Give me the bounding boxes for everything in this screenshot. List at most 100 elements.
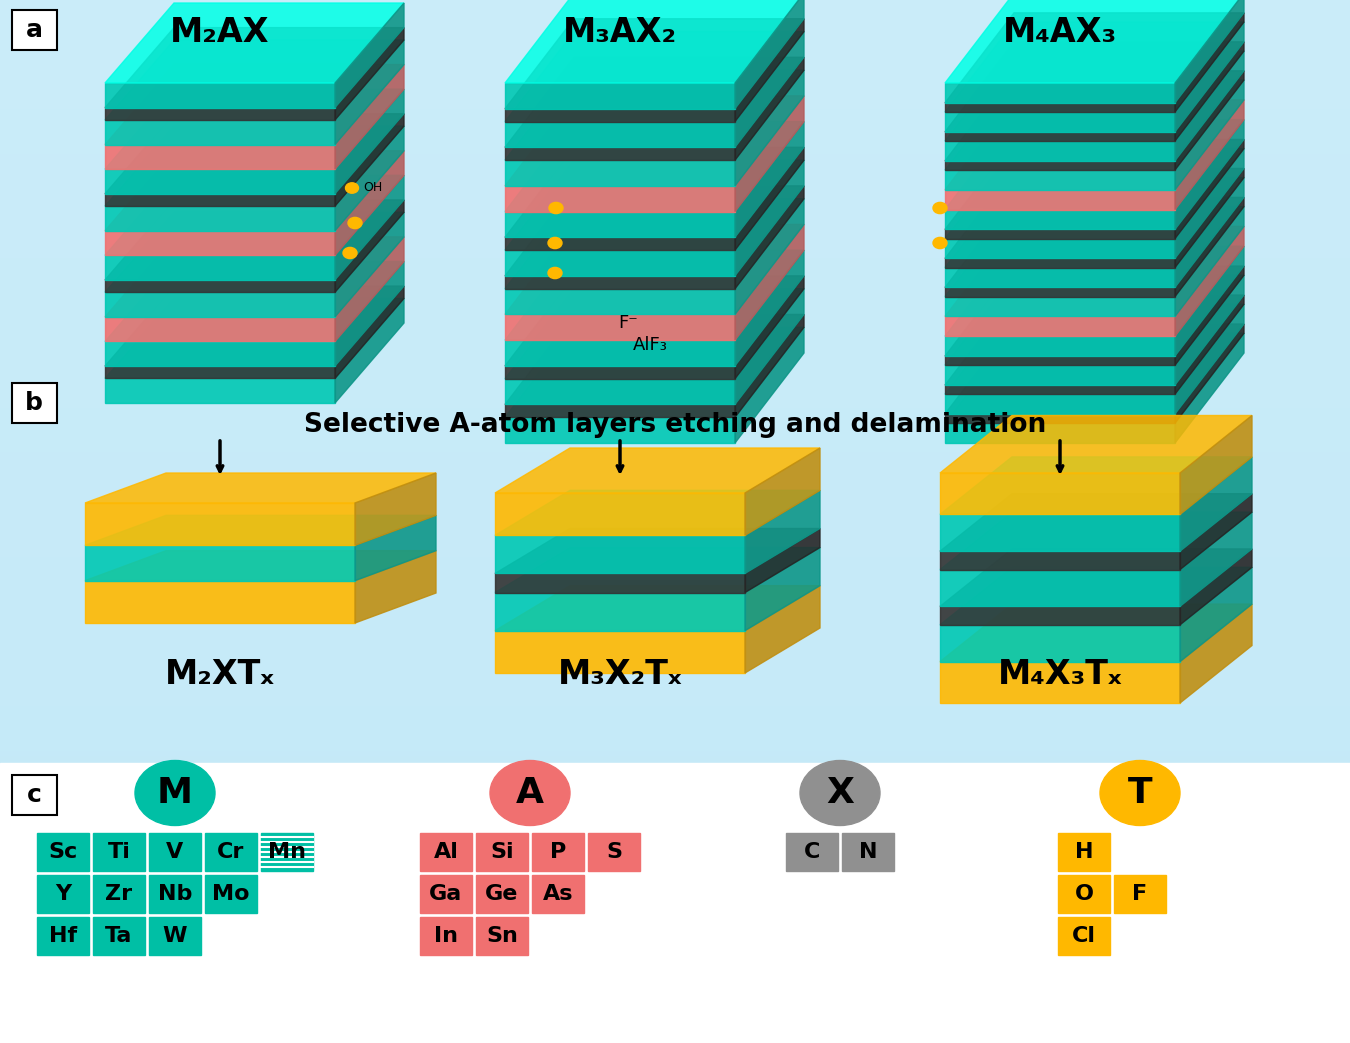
Ellipse shape <box>1100 760 1180 825</box>
Polygon shape <box>945 268 1174 288</box>
Polygon shape <box>745 529 819 592</box>
FancyBboxPatch shape <box>477 833 528 871</box>
Text: AlF₃: AlF₃ <box>633 336 667 354</box>
Polygon shape <box>940 472 1180 514</box>
Polygon shape <box>734 57 805 161</box>
Polygon shape <box>355 472 436 545</box>
Polygon shape <box>734 147 805 250</box>
Polygon shape <box>945 103 1174 112</box>
Polygon shape <box>105 126 404 207</box>
Polygon shape <box>945 324 1243 414</box>
FancyBboxPatch shape <box>1058 875 1110 913</box>
Text: b: b <box>26 391 43 415</box>
Polygon shape <box>105 120 335 145</box>
Bar <box>0 0 1350 463</box>
Ellipse shape <box>548 238 562 248</box>
Polygon shape <box>85 472 436 503</box>
Polygon shape <box>105 341 335 366</box>
Polygon shape <box>945 239 1174 259</box>
Polygon shape <box>734 161 805 275</box>
Polygon shape <box>355 551 436 623</box>
Text: C: C <box>803 842 821 862</box>
Polygon shape <box>1180 493 1251 569</box>
Polygon shape <box>105 114 404 194</box>
Polygon shape <box>945 266 1243 356</box>
Polygon shape <box>945 42 1243 131</box>
Polygon shape <box>505 96 805 186</box>
Polygon shape <box>1174 80 1243 190</box>
Polygon shape <box>105 379 335 403</box>
Text: A: A <box>516 776 544 810</box>
Polygon shape <box>1174 22 1243 131</box>
Polygon shape <box>335 65 404 169</box>
Polygon shape <box>940 514 1180 551</box>
Text: M₂AX: M₂AX <box>170 17 270 49</box>
Polygon shape <box>105 3 404 83</box>
Polygon shape <box>105 194 335 207</box>
Polygon shape <box>495 490 819 535</box>
Text: Hf: Hf <box>49 926 77 946</box>
Polygon shape <box>945 356 1174 365</box>
Polygon shape <box>1174 324 1243 423</box>
FancyBboxPatch shape <box>93 833 144 871</box>
Polygon shape <box>1174 207 1243 316</box>
Polygon shape <box>505 31 805 122</box>
Bar <box>12 383 57 423</box>
Ellipse shape <box>933 238 946 248</box>
Polygon shape <box>734 31 805 147</box>
Text: In: In <box>433 926 458 946</box>
FancyBboxPatch shape <box>1058 833 1110 871</box>
Polygon shape <box>85 551 436 581</box>
Polygon shape <box>505 314 805 405</box>
Polygon shape <box>105 175 404 256</box>
Polygon shape <box>505 224 805 314</box>
FancyBboxPatch shape <box>1114 875 1166 913</box>
Polygon shape <box>734 250 805 366</box>
Polygon shape <box>105 292 335 317</box>
Polygon shape <box>1174 148 1243 259</box>
Ellipse shape <box>490 760 570 825</box>
Ellipse shape <box>933 202 946 214</box>
Polygon shape <box>105 150 404 231</box>
Polygon shape <box>945 197 1243 288</box>
Polygon shape <box>105 262 404 341</box>
Polygon shape <box>945 161 1174 170</box>
Polygon shape <box>945 226 1243 316</box>
FancyBboxPatch shape <box>842 833 894 871</box>
Polygon shape <box>945 296 1174 316</box>
Text: F⁻: F⁻ <box>618 314 637 332</box>
Text: O: O <box>1075 884 1094 904</box>
Polygon shape <box>945 385 1174 394</box>
Polygon shape <box>505 147 805 238</box>
Polygon shape <box>1180 457 1251 551</box>
Bar <box>0 0 1350 763</box>
Polygon shape <box>745 548 819 631</box>
Polygon shape <box>335 286 404 379</box>
Polygon shape <box>105 65 404 145</box>
Polygon shape <box>505 275 734 289</box>
Polygon shape <box>505 275 805 366</box>
Polygon shape <box>105 286 404 366</box>
Text: c: c <box>27 783 42 807</box>
Polygon shape <box>495 529 819 574</box>
Polygon shape <box>505 314 734 340</box>
Ellipse shape <box>549 202 563 214</box>
Polygon shape <box>505 289 734 314</box>
Polygon shape <box>940 415 1251 472</box>
Polygon shape <box>1180 512 1251 606</box>
Polygon shape <box>945 414 1174 423</box>
Polygon shape <box>945 148 1243 239</box>
Polygon shape <box>940 551 1180 569</box>
Polygon shape <box>945 141 1174 161</box>
Text: F: F <box>1133 884 1147 904</box>
FancyBboxPatch shape <box>786 833 838 871</box>
FancyBboxPatch shape <box>261 833 313 871</box>
Polygon shape <box>335 3 404 107</box>
Polygon shape <box>734 328 805 443</box>
Polygon shape <box>105 212 404 292</box>
Polygon shape <box>335 262 404 366</box>
Polygon shape <box>505 238 734 250</box>
Text: a: a <box>26 18 42 42</box>
Polygon shape <box>505 417 734 443</box>
Polygon shape <box>495 448 819 493</box>
